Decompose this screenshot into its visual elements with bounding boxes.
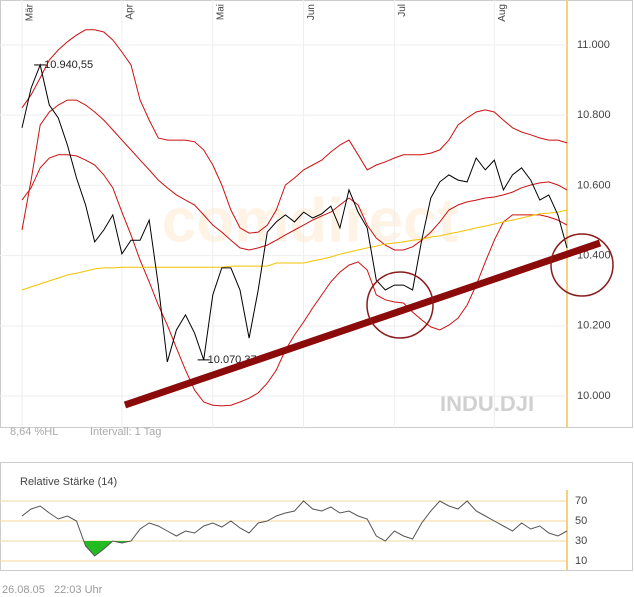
y-tick-label: 50 — [575, 515, 587, 527]
highlight-circle — [366, 271, 434, 339]
y-tick-label: 10.600 — [577, 179, 611, 191]
x-tick-label: Jul — [397, 4, 408, 17]
y-tick-label: 10.000 — [577, 390, 611, 402]
x-tick-label: Apr — [125, 3, 136, 19]
y-tick-label: 10.800 — [577, 109, 611, 121]
chart-title: INDU.DJI — [440, 391, 534, 416]
indicator-plot: 70 50 30 10 — [0, 490, 587, 570]
timestamp: 26.08.05 22:03 Uhr — [2, 584, 103, 596]
main-plot: 10.000 10.200 10.400 10.600 10.800 11.000 Mär A… — [0, 0, 611, 428]
interval-label: Intervall: 1 Tag — [90, 426, 161, 438]
y-tick-label: 70 — [575, 495, 587, 507]
y-tick-label: 30 — [575, 535, 587, 547]
indicator-line — [21, 500, 568, 557]
y-tick-label: 11.000 — [577, 39, 610, 51]
highlight-circle — [550, 233, 614, 297]
series-line — [21, 99, 568, 251]
series-line — [21, 29, 568, 234]
x-tick-label: Mär — [25, 3, 36, 21]
series-line — [21, 63, 568, 363]
indicator-title: Relative Stärke (14) — [20, 476, 117, 488]
series-line — [21, 209, 568, 291]
x-tick-label: Aug — [497, 4, 508, 22]
x-tick-label: Jun — [306, 4, 317, 20]
y-tick-label: 10 — [575, 555, 587, 567]
x-tick-label: Mai — [215, 4, 226, 20]
y-tick-label: 10.200 — [577, 320, 611, 332]
y-tick-label: 10.400 — [577, 250, 611, 262]
trend-line — [123, 239, 602, 409]
annotation-label: 10.940,55 — [44, 59, 93, 71]
indicator-frame — [0, 462, 633, 571]
watermark: comdirect — [162, 186, 458, 255]
footer-label: 8,64 %HL — [10, 426, 58, 438]
main-frame — [0, 0, 633, 428]
